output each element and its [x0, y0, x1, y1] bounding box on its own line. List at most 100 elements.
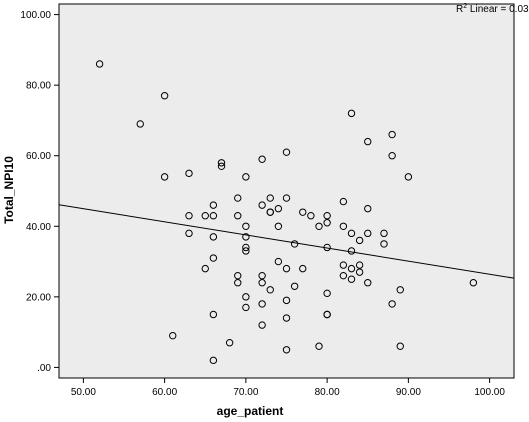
data-point	[388, 300, 396, 308]
data-point	[242, 303, 250, 312]
data-point	[225, 339, 234, 347]
data-point	[364, 229, 372, 238]
data-point	[234, 211, 242, 220]
data-point	[274, 204, 283, 213]
data-point	[217, 162, 226, 171]
data-point	[469, 279, 478, 287]
x-axis-title: age_patient	[217, 404, 284, 418]
data-point	[364, 279, 372, 287]
data-point	[290, 240, 299, 248]
x-tick-label: 100.00	[474, 387, 505, 398]
data-point	[258, 155, 266, 163]
x-axis: 50.00 60.00 70.00 80.00 90.00 100.00	[71, 378, 505, 398]
data-point	[266, 194, 274, 202]
x-tick-label: 80.00	[315, 387, 340, 398]
r2-text: Linear = 0.036	[467, 4, 529, 15]
data-point	[160, 92, 169, 100]
data-point	[323, 310, 331, 319]
data-point	[160, 173, 169, 181]
data-point	[323, 211, 331, 220]
data-point	[282, 148, 291, 156]
data-point	[274, 222, 283, 230]
plot-background	[58, 3, 515, 379]
data-point	[234, 271, 242, 280]
data-point	[209, 211, 218, 220]
data-point	[185, 229, 193, 238]
y-tick-label: 60.00	[26, 151, 51, 162]
y-tick-label: .00	[37, 363, 51, 374]
data-point	[347, 109, 356, 118]
y-tick-label: 80.00	[26, 81, 51, 92]
data-point	[388, 152, 396, 160]
data-point	[339, 271, 348, 280]
data-point	[201, 264, 209, 273]
data-point	[201, 211, 209, 220]
data-point	[282, 194, 291, 202]
data-point	[364, 137, 372, 146]
x-tick-label: 60.00	[152, 387, 177, 398]
data-point	[347, 229, 356, 238]
y-tick-label: 100.00	[20, 10, 51, 21]
data-point	[315, 222, 323, 230]
y-axis-title: Total_NPI10	[2, 156, 16, 224]
data-point	[307, 211, 315, 220]
data-point	[404, 173, 413, 181]
data-point	[169, 331, 177, 340]
data-point	[347, 275, 356, 283]
data-point	[242, 173, 250, 181]
data-point	[185, 169, 193, 178]
r2-superscript: 2	[463, 3, 467, 10]
data-point	[209, 356, 218, 365]
data-point	[282, 346, 291, 354]
y-axis: .00 20.00 40.00 60.00 80.00 100.00	[20, 10, 59, 374]
data-point	[282, 264, 291, 273]
data-point	[95, 60, 104, 68]
data-point	[242, 293, 250, 301]
data-point	[209, 310, 218, 319]
data-point	[355, 261, 364, 269]
data-point	[339, 197, 348, 206]
data-point	[355, 236, 364, 245]
data-point	[258, 321, 266, 329]
data-point	[258, 300, 266, 308]
linear-fit-line	[58, 204, 515, 279]
data-point	[290, 282, 299, 290]
data-point	[242, 233, 250, 241]
r2-prefix: R	[456, 4, 463, 15]
data-point	[274, 257, 283, 266]
data-point	[209, 233, 218, 241]
data-point	[323, 219, 331, 227]
data-point	[339, 222, 348, 230]
data-point	[364, 204, 372, 213]
data-point	[355, 268, 364, 276]
y-tick-label: 40.00	[26, 222, 51, 233]
data-point	[242, 247, 250, 255]
data-point	[347, 264, 356, 273]
data-point	[282, 314, 291, 322]
data-point	[282, 296, 291, 305]
data-point	[299, 264, 307, 273]
data-point	[185, 211, 193, 220]
y-tick-label: 20.00	[26, 292, 51, 303]
x-tick-label: 70.00	[233, 387, 258, 398]
data-point	[242, 222, 250, 230]
data-point	[396, 342, 404, 350]
data-point	[209, 201, 218, 209]
data-point	[258, 279, 266, 287]
data-point	[242, 243, 250, 252]
x-tick-label: 50.00	[71, 387, 96, 398]
data-point	[136, 120, 144, 128]
data-point	[380, 240, 388, 248]
data-point	[380, 229, 388, 238]
data-point	[258, 271, 266, 280]
x-tick-label: 90.00	[396, 387, 421, 398]
data-point	[396, 286, 404, 294]
data-point	[339, 261, 348, 269]
data-point	[323, 289, 331, 298]
data-point	[234, 279, 242, 287]
data-point	[266, 208, 274, 216]
data-point	[234, 194, 242, 202]
data-point	[315, 342, 323, 350]
data-point	[299, 208, 307, 216]
